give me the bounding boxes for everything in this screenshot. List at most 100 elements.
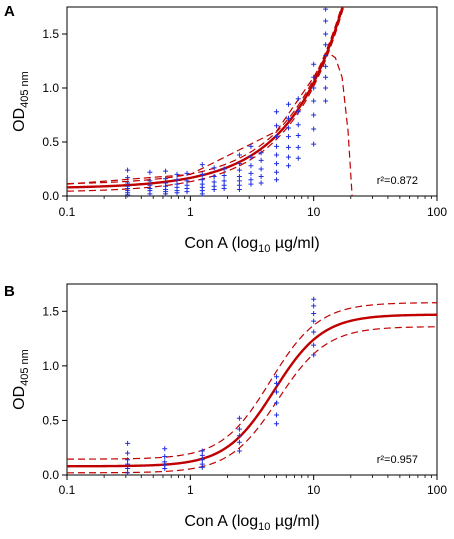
x-tick-label: 100 (427, 205, 447, 219)
data-point (163, 191, 169, 197)
data-point (285, 154, 291, 160)
y-axis-title: OD405 nm (11, 349, 31, 410)
data-point (125, 167, 131, 173)
x-axis-title-main: Con A (log (184, 513, 258, 530)
data-point (199, 452, 205, 458)
data-point (311, 98, 317, 104)
plot-frame (66, 283, 438, 476)
data-point (323, 85, 329, 91)
data-point (311, 310, 317, 316)
x-tick-label: 0.1 (59, 483, 76, 497)
y-axis-title: OD405 nm (11, 71, 31, 132)
data-point (162, 453, 168, 459)
y-tick-label: 0.5 (42, 413, 59, 427)
data-point (311, 318, 317, 324)
data-point (211, 165, 217, 171)
data-point (236, 152, 242, 158)
ci-turnover-curve (67, 51, 353, 196)
data-point (311, 141, 317, 147)
data-point (236, 448, 242, 454)
data-point (174, 171, 180, 177)
data-point (274, 109, 280, 115)
data-point (258, 157, 264, 163)
data-point (125, 465, 131, 471)
data-point (285, 125, 291, 131)
data-point (311, 61, 317, 67)
data-point (199, 162, 205, 168)
data-point (285, 134, 291, 140)
data-point (221, 172, 227, 178)
data-point (311, 303, 317, 309)
y-tick-label: 1.0 (42, 81, 59, 95)
data-point (323, 53, 329, 59)
data-point (258, 150, 264, 156)
y-axis-title-main: OD (11, 386, 28, 410)
y-axis-ticks: 0.0 0.5 1.0 1.5 (42, 304, 67, 482)
y-axis-title-sub: 405 nm (19, 349, 31, 386)
data-point (295, 96, 301, 102)
data-point (174, 177, 180, 183)
data-point (162, 465, 168, 471)
data-point (125, 192, 131, 198)
data-point (221, 178, 227, 184)
y-axis-title-sub: 405 nm (19, 71, 31, 108)
data-point (211, 187, 217, 193)
y-tick-label: 0.0 (42, 468, 59, 482)
fit-curve (67, 313, 437, 468)
data-point (311, 112, 317, 118)
data-point (147, 178, 153, 184)
data-point (221, 185, 227, 191)
data-point (295, 144, 301, 150)
y-tick-label: 1.0 (42, 359, 59, 373)
data-point (248, 143, 254, 149)
x-axis-title: Con A (log10 µg/ml) (184, 513, 319, 533)
data-point (311, 342, 317, 348)
data-point (274, 374, 280, 380)
data-point (199, 457, 205, 463)
data-point (274, 400, 280, 406)
y-axis-title-main: OD (11, 108, 28, 132)
data-point (236, 415, 242, 421)
r-squared-annotation: r²=0.957 (377, 454, 418, 466)
data-point (323, 6, 329, 12)
data-point (248, 163, 254, 169)
data-point (323, 74, 329, 80)
data-point (274, 389, 280, 395)
panel-label: B (4, 283, 15, 300)
x-tick-label: 1 (187, 205, 194, 219)
data-point (274, 134, 280, 140)
data-point (199, 177, 205, 183)
data-point (274, 412, 280, 418)
data-point (274, 421, 280, 427)
data-point (311, 352, 317, 358)
x-axis-title-sub: 10 (258, 243, 270, 255)
data-point (311, 329, 317, 335)
data-point (236, 167, 242, 173)
data-point (274, 152, 280, 158)
data-point (184, 170, 190, 176)
data-point (323, 63, 329, 69)
chart-panel-a: A 0.1 1 10 100 0.0 0.5 1.0 1.5 Con A (log10 µg/ml… (0, 0, 454, 268)
y-tick-label: 0.5 (42, 135, 59, 149)
x-tick-label: 10 (307, 205, 321, 219)
ci-lower-curve (67, 326, 437, 474)
x-axis-ticks: 0.1 1 10 100 (59, 196, 447, 219)
x-tick-label: 0.1 (59, 205, 76, 219)
data-point (274, 143, 280, 149)
data-point (295, 155, 301, 161)
x-axis-title-main: Con A (log (184, 235, 258, 252)
data-point (163, 168, 169, 174)
data-point (311, 296, 317, 302)
fit-curve (67, 7, 344, 189)
data-point (323, 42, 329, 48)
data-point (295, 122, 301, 128)
x-axis-title: Con A (log10 µg/ml) (184, 235, 319, 255)
data-point (163, 176, 169, 182)
data-point (295, 133, 301, 139)
data-point (199, 171, 205, 177)
data-point (125, 175, 131, 181)
panel-label: A (4, 3, 15, 20)
data-point (274, 123, 280, 129)
x-axis-title-tail: µg/ml) (270, 513, 319, 530)
